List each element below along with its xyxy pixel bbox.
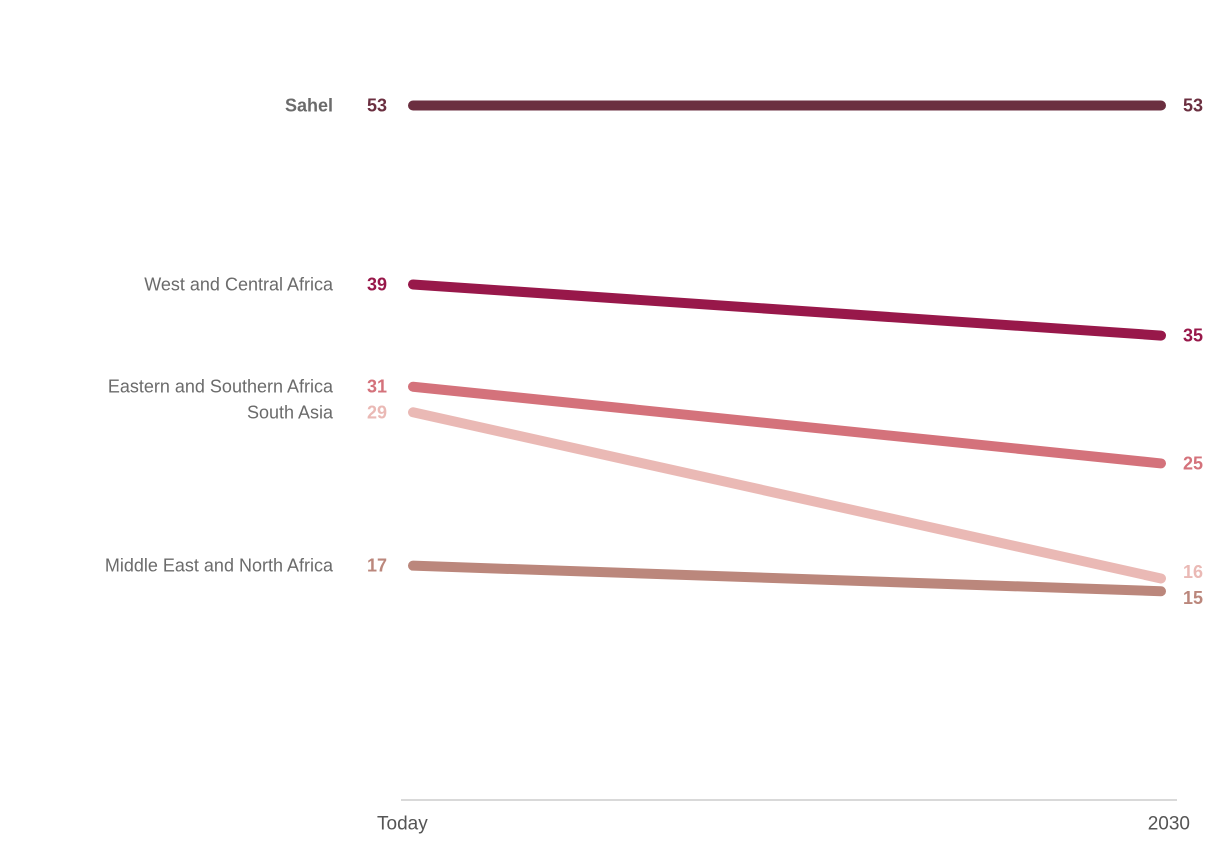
data-label-start: 39 <box>367 274 387 294</box>
x-axis-ticks: Today 2030 <box>377 814 1190 835</box>
data-label-end: 15 <box>1183 588 1203 608</box>
data-label-end: 53 <box>1183 95 1203 115</box>
series-label: Middle East and North Africa <box>105 556 334 576</box>
data-label-start: 53 <box>367 95 387 115</box>
x-tick-label: Today <box>377 814 428 835</box>
series-4: Middle East and North Africa 17 15 <box>105 556 1203 608</box>
series-label: Eastern and Southern Africa <box>108 377 334 397</box>
data-label-end: 35 <box>1183 326 1203 346</box>
data-label-end: 16 <box>1183 562 1203 582</box>
series-2: Eastern and Southern Africa 31 25 <box>108 377 1203 474</box>
x-tick-label: 2030 <box>1148 814 1190 835</box>
series-line <box>408 381 1166 469</box>
series-3: South Asia 29 16 <box>247 402 1203 584</box>
series-label: South Asia <box>247 402 334 422</box>
series-label: West and Central Africa <box>144 274 334 294</box>
series-layer: Middle East and North Africa 17 15 South As… <box>105 95 1203 607</box>
series-line <box>408 279 1166 341</box>
data-label-start: 17 <box>367 556 387 576</box>
data-label-start: 31 <box>367 377 387 397</box>
data-label-end: 25 <box>1183 453 1203 473</box>
series-line <box>408 407 1166 584</box>
series-0: Sahel 53 53 <box>285 95 1203 115</box>
series-line <box>408 560 1166 597</box>
series-label: Sahel <box>285 95 333 115</box>
data-label-start: 29 <box>367 402 387 422</box>
series-1: West and Central Africa 39 35 <box>144 274 1203 345</box>
